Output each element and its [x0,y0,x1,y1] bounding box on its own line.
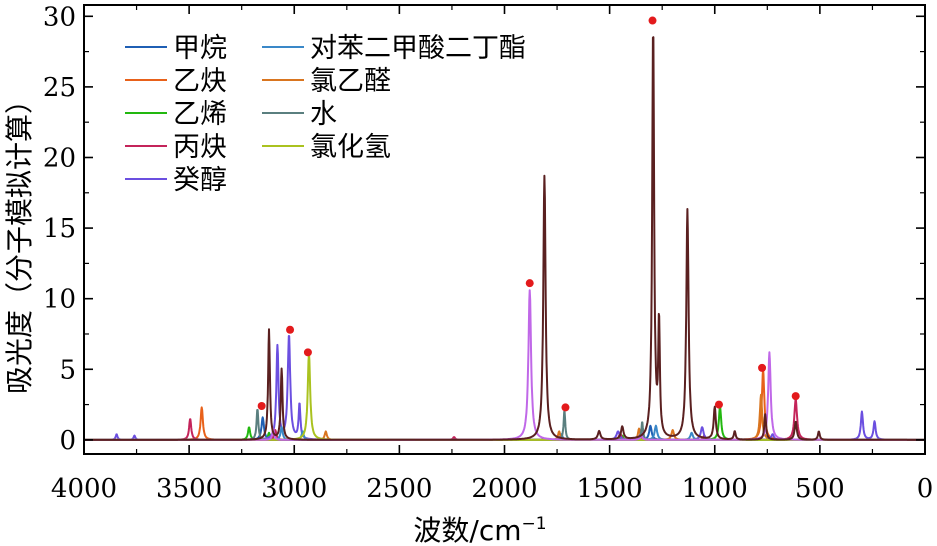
series-layer [83,36,926,441]
legend-label-1: 乙炔 [173,66,227,97]
peak-marker-6 [714,400,723,409]
x-tick-label-1: 3500 [156,474,222,504]
legend-label-4: 癸醇 [173,165,227,196]
peak-marker-3 [525,279,534,288]
x-tick-label-7: 500 [795,474,845,504]
x-tick-label-2: 3000 [261,474,327,504]
x-tick-label-3: 2500 [366,474,432,504]
x-tick-label-5: 1500 [577,474,643,504]
peak-marker-5 [648,16,657,25]
y-tick-label-3: 15 [43,214,76,244]
x-axis-title: 波数/cm−1 [413,514,546,546]
peak-marker-0 [257,401,266,410]
y-tick-label-1: 5 [59,355,76,385]
peak-marker-4 [561,403,570,412]
legend-label-8: 氯化氢 [310,132,391,163]
series-line-4 [83,335,926,441]
peak-marker-8 [791,392,800,401]
x-tick-label-6: 1000 [682,474,748,504]
x-tick-label-4: 2000 [471,474,537,504]
y-tick-label-0: 0 [59,426,76,456]
series-line-3 [83,398,926,441]
legend-label-7: 水 [310,99,337,130]
series-line-9 [83,289,926,441]
peak-marker-7 [758,363,767,372]
x-tick-label-0: 4000 [51,474,117,504]
tick-layer: 4000 3500 3000 2500 2000 1500 1000 500 0 0 5 10 15 20… [43,2,933,504]
legend-label-6: 氯乙醛 [310,66,391,97]
y-tick-label-2: 10 [43,285,76,315]
peak-marker-2 [303,348,312,357]
y-tick-label-5: 25 [43,73,76,103]
legend-label-5: 对苯二甲酸二丁酯 [310,33,526,64]
y-tick-label-6: 30 [43,2,76,32]
peak-marker-1 [286,325,295,334]
series-line-10 [83,36,926,441]
legend-label-2: 乙烯 [173,99,227,130]
x-tick-label-8: 0 [917,474,934,504]
legend-label-0: 甲烷 [173,33,227,64]
legend-label-3: 丙炔 [173,132,227,163]
y-axis-title: 吸光度（分子模拟计算） [3,86,36,394]
x-axis-title-text: 波数/cm [413,514,521,546]
y-tick-label-4: 20 [43,143,76,173]
x-axis-title-exponent: −1 [522,514,547,534]
peak-marker-layer [257,16,800,412]
